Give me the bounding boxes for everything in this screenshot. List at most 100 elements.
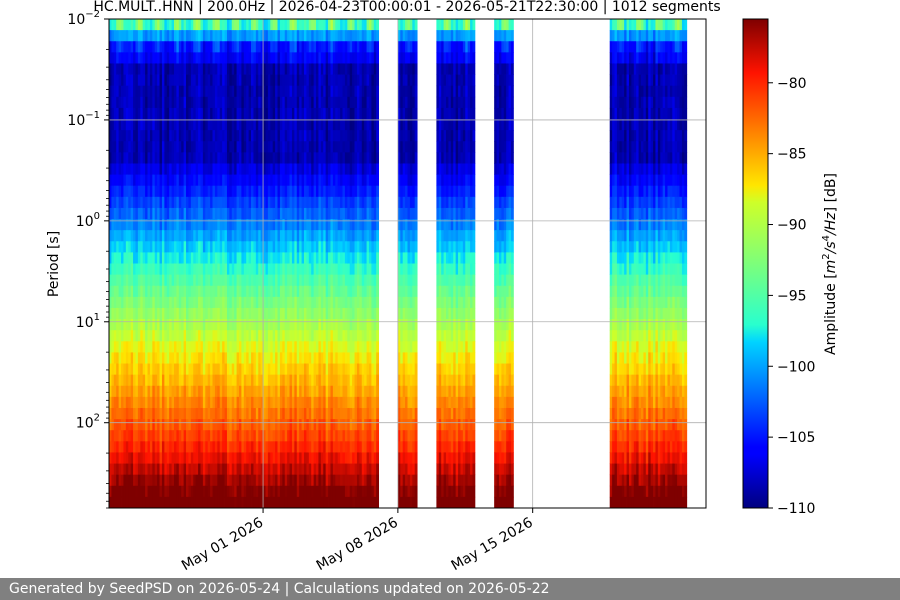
psd-cell: [169, 185, 172, 198]
psd-cell: [267, 341, 271, 353]
psd-cell: [174, 463, 177, 476]
psd-cell: [169, 119, 172, 131]
psd-cell: [135, 452, 139, 464]
psd-cell: [140, 330, 144, 342]
psd-cell: [364, 307, 367, 320]
psd-cell: [294, 452, 298, 464]
psd-cell: [243, 419, 247, 431]
psd-cell: [248, 141, 252, 153]
psd-cell: [202, 419, 206, 431]
psd-cell: [152, 30, 156, 42]
psd-cell: [328, 130, 331, 142]
psd-cell: [313, 430, 317, 442]
psd-cell: [301, 385, 305, 398]
psd-cell: [337, 374, 341, 387]
psd-cell: [400, 219, 404, 231]
psd-cell: [287, 274, 290, 287]
psd-cell: [222, 330, 225, 342]
psd-cell: [145, 274, 148, 287]
psd-cell: [193, 130, 197, 142]
psd-cell: [183, 385, 187, 398]
psd-cell: [282, 352, 286, 364]
psd-cell: [248, 19, 252, 31]
psd-cell: [234, 141, 237, 153]
psd-cell: [226, 441, 230, 453]
psd-cell: [219, 474, 223, 487]
psd-cell: [337, 307, 341, 320]
psd-cell: [121, 219, 124, 231]
psd-cell: [210, 496, 213, 509]
psd-cell: [265, 474, 269, 487]
psd-cell: [224, 74, 228, 87]
psd-cell: [356, 230, 360, 242]
psd-cell: [246, 52, 250, 64]
psd-cell: [125, 319, 129, 331]
psd-cell: [320, 341, 324, 353]
psd-cell: [361, 363, 365, 376]
psd-cell: [190, 274, 194, 287]
psd-cell: [183, 41, 187, 53]
psd-cell: [243, 474, 247, 487]
psd-cell: [147, 74, 151, 87]
psd-cell: [133, 396, 136, 409]
psd-cell: [364, 41, 367, 53]
psd-cell: [335, 130, 339, 142]
psd-cell: [174, 374, 177, 387]
psd-cell: [164, 219, 168, 231]
psd-cell: [265, 207, 269, 220]
psd-cell: [255, 230, 259, 242]
psd-cell: [135, 363, 139, 376]
psd-cell: [265, 185, 269, 198]
psd-cell: [154, 485, 158, 498]
psd-cell: [116, 352, 120, 364]
psd-cell: [137, 396, 141, 409]
psd-cell: [354, 41, 358, 53]
psd-cell: [183, 296, 187, 309]
psd-cell: [356, 474, 360, 487]
psd-cell: [142, 441, 146, 453]
psd-cell: [125, 41, 129, 53]
psd-cell: [130, 430, 134, 442]
psd-cell: [303, 163, 307, 175]
psd-cell: [299, 296, 302, 309]
psd-cell: [246, 463, 250, 476]
psd-cell: [171, 474, 175, 487]
psd-cell: [335, 185, 339, 198]
psd-cell: [323, 419, 327, 431]
psd-cell: [265, 52, 269, 64]
psd-cell: [330, 419, 334, 431]
psd-cell: [279, 463, 283, 476]
psd-cell: [277, 441, 281, 453]
psd-cell: [133, 441, 136, 453]
psd-cell: [161, 41, 165, 53]
psd-cell: [243, 285, 247, 298]
psd-cell: [241, 407, 245, 420]
psd-cell: [354, 196, 358, 209]
psd-cell: [258, 230, 262, 242]
psd-cell: [111, 307, 115, 320]
psd-cell: [130, 263, 134, 276]
psd-cell: [400, 74, 404, 87]
psd-cell: [335, 463, 339, 476]
psd-cell: [344, 363, 348, 376]
psd-cell: [241, 374, 245, 387]
psd-cell: [342, 196, 346, 209]
psd-cell: [183, 52, 187, 64]
psd-cell: [137, 163, 141, 175]
psd-cell: [109, 352, 112, 364]
psd-cell: [159, 419, 163, 431]
psd-cell: [178, 219, 182, 231]
psd-cell: [198, 352, 201, 364]
psd-cell: [226, 74, 230, 87]
psd-cell: [335, 85, 339, 98]
psd-cell: [275, 207, 278, 220]
psd-cell: [109, 163, 112, 175]
psd-cell: [152, 52, 156, 64]
psd-cell: [214, 207, 218, 220]
psd-cell: [359, 207, 363, 220]
psd-cell: [364, 74, 367, 87]
psd-cell: [330, 296, 334, 309]
psd-cell: [335, 396, 339, 409]
psd-cell: [222, 385, 225, 398]
psd-cell: [359, 452, 363, 464]
